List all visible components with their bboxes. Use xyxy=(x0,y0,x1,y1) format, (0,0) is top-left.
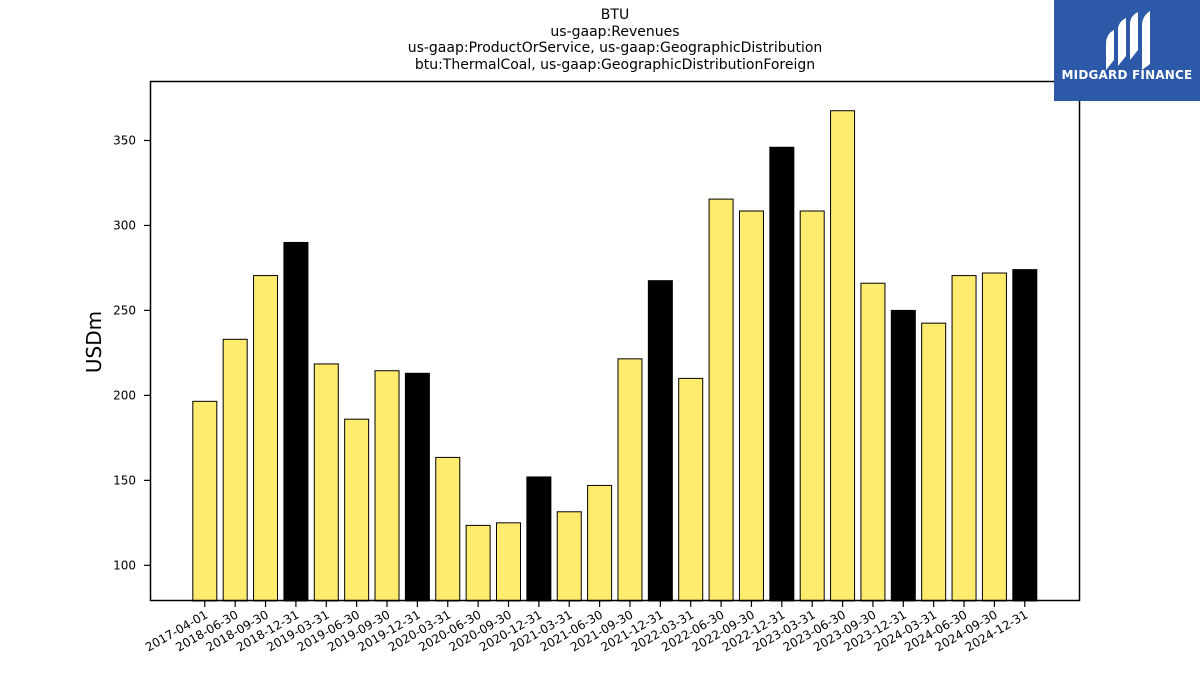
y-axis: 100 150 200 250 300 350 xyxy=(113,133,150,572)
bar xyxy=(313,363,339,602)
bar xyxy=(435,456,461,602)
y-tick-label: 150 xyxy=(113,473,136,487)
chart-title: BTU us-gaap:Revenues us-gaap:ProductOrSe… xyxy=(150,7,1080,73)
bar xyxy=(526,476,552,602)
bar xyxy=(647,280,673,602)
bar xyxy=(769,146,795,602)
y-axis-label: USDm xyxy=(82,311,106,373)
bar xyxy=(951,275,977,602)
bar xyxy=(799,210,825,602)
y-tick-label: 100 xyxy=(113,558,136,572)
bar xyxy=(587,484,613,602)
bar xyxy=(222,338,248,602)
bar xyxy=(678,377,704,602)
brand-logo: MIDGARD FINANCE xyxy=(1054,0,1200,101)
bar xyxy=(738,210,764,602)
bar xyxy=(374,370,400,602)
bar xyxy=(253,275,279,602)
chart-title-line-1: BTU xyxy=(600,7,630,23)
bar xyxy=(192,400,218,602)
logo-mark-icon xyxy=(1106,11,1150,70)
bar xyxy=(830,110,856,602)
chart-title-line-4: btu:ThermalCoal, us-gaap:GeographicDistr… xyxy=(414,56,816,73)
bar xyxy=(404,372,430,602)
bar xyxy=(496,522,521,602)
bar xyxy=(860,282,886,602)
bar xyxy=(344,418,370,602)
y-tick-label: 300 xyxy=(113,218,136,232)
bar xyxy=(708,198,734,602)
y-tick-label: 250 xyxy=(113,303,136,317)
y-tick-label: 200 xyxy=(113,388,136,402)
bar xyxy=(1012,269,1038,602)
bar-series xyxy=(192,110,1038,602)
chart-title-line-3: us-gaap:ProductOrService, us-gaap:Geogra… xyxy=(407,40,823,56)
bar xyxy=(283,241,309,602)
bar xyxy=(617,358,643,602)
plot-frame xyxy=(149,80,1081,602)
chart-title-line-2: us-gaap:Revenues xyxy=(550,23,680,40)
logo-text: MIDGARD FINANCE xyxy=(1061,68,1193,82)
x-axis: 2017-04-012018-06-302018-09-302018-12-31… xyxy=(143,601,1030,654)
y-tick-label: 350 xyxy=(113,133,136,147)
bar xyxy=(465,524,491,602)
bar xyxy=(556,511,582,602)
bar xyxy=(981,272,1007,602)
bar xyxy=(890,309,916,602)
bar xyxy=(921,322,947,602)
